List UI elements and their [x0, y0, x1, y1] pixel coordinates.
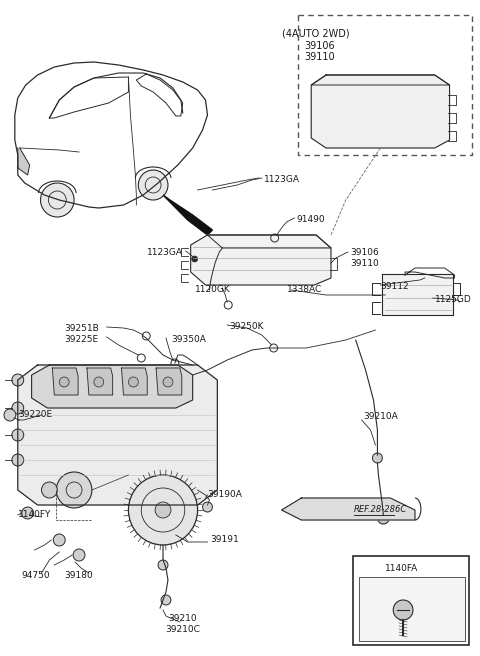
Circle shape — [203, 502, 213, 512]
Polygon shape — [52, 368, 78, 395]
Circle shape — [73, 549, 85, 561]
Text: 39106: 39106 — [351, 248, 380, 257]
Text: 39191: 39191 — [210, 535, 239, 544]
Circle shape — [129, 475, 198, 545]
Circle shape — [53, 534, 65, 546]
Circle shape — [12, 402, 24, 414]
Bar — [299, 15, 472, 155]
Circle shape — [163, 377, 173, 387]
Circle shape — [41, 482, 57, 498]
Polygon shape — [163, 195, 213, 235]
Text: 91490: 91490 — [297, 215, 325, 224]
Polygon shape — [18, 148, 30, 175]
Circle shape — [40, 183, 74, 217]
Circle shape — [94, 377, 104, 387]
Circle shape — [129, 377, 138, 387]
Polygon shape — [191, 235, 331, 285]
Text: 39112: 39112 — [380, 282, 409, 291]
Polygon shape — [311, 75, 450, 148]
Text: 1120GK: 1120GK — [194, 285, 230, 294]
Text: 1123GA: 1123GA — [147, 248, 183, 257]
Polygon shape — [121, 368, 147, 395]
Text: 39225E: 39225E — [65, 335, 99, 344]
Polygon shape — [18, 365, 217, 505]
Text: REF.28-286C: REF.28-286C — [354, 505, 407, 514]
Text: 39350A: 39350A — [171, 335, 206, 344]
Text: 1338AC: 1338AC — [287, 285, 322, 294]
Text: 1125GD: 1125GD — [435, 295, 471, 304]
Text: 1140FY: 1140FY — [18, 510, 51, 519]
Circle shape — [192, 256, 198, 262]
Polygon shape — [282, 498, 415, 520]
Bar — [359, 577, 465, 641]
Text: 39210A: 39210A — [363, 412, 398, 421]
Text: 39180: 39180 — [64, 571, 93, 580]
Circle shape — [161, 595, 171, 605]
Text: 39251B: 39251B — [64, 324, 99, 333]
Polygon shape — [87, 368, 113, 395]
Polygon shape — [383, 274, 453, 315]
Text: 39110: 39110 — [351, 259, 380, 268]
Circle shape — [138, 170, 168, 200]
Text: 39110: 39110 — [305, 52, 336, 62]
Text: 1123GA: 1123GA — [264, 175, 300, 184]
Circle shape — [60, 377, 69, 387]
Circle shape — [377, 512, 389, 524]
Circle shape — [155, 502, 171, 518]
Text: (4AUTO 2WD): (4AUTO 2WD) — [282, 28, 350, 38]
Text: 39106: 39106 — [305, 41, 336, 51]
Circle shape — [12, 374, 24, 386]
Circle shape — [56, 472, 92, 508]
Polygon shape — [156, 368, 182, 395]
Circle shape — [12, 429, 24, 441]
Text: 39250K: 39250K — [229, 322, 264, 331]
Bar — [353, 556, 469, 645]
Circle shape — [393, 600, 413, 620]
Text: 39210: 39210 — [168, 614, 197, 623]
Circle shape — [22, 507, 34, 519]
Text: 39190A: 39190A — [207, 490, 242, 499]
Text: 39220E: 39220E — [18, 410, 52, 419]
Circle shape — [372, 453, 383, 463]
Polygon shape — [32, 365, 192, 408]
Circle shape — [12, 454, 24, 466]
Circle shape — [158, 560, 168, 570]
Text: 39210C: 39210C — [165, 625, 200, 634]
Text: 94750: 94750 — [22, 571, 50, 580]
Circle shape — [4, 409, 16, 421]
Text: 1140FA: 1140FA — [385, 564, 419, 573]
